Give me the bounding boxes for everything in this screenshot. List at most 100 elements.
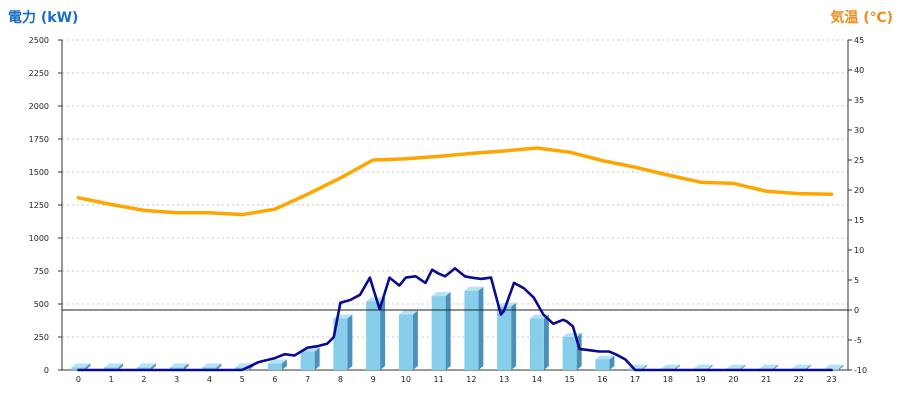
power-line xyxy=(77,267,833,372)
power-bar-side xyxy=(674,364,680,370)
power-bar xyxy=(104,363,124,370)
power-bar-side xyxy=(347,314,353,370)
power-bar-front xyxy=(202,367,217,370)
right-tick-label: 45 xyxy=(854,36,864,45)
power-bar-top xyxy=(660,364,680,369)
left-tick-label: 1750 xyxy=(29,135,49,144)
power-bar xyxy=(366,297,386,370)
left-tick-label: 250 xyxy=(34,333,49,342)
power-bar-side xyxy=(642,364,648,370)
x-tick-label: 5 xyxy=(240,375,245,384)
power-bar-side xyxy=(773,364,779,370)
power-bar-top xyxy=(398,310,418,315)
left-axis-title: 電力 (kW) xyxy=(8,9,78,26)
x-tick-label: 0 xyxy=(76,375,81,384)
x-tick-label: 7 xyxy=(305,375,310,384)
x-tick-label: 2 xyxy=(141,375,146,384)
right-tick-label: 10 xyxy=(854,246,864,255)
x-tick-label: 18 xyxy=(663,375,673,384)
temperature-line xyxy=(76,146,834,217)
left-tick-label: 2000 xyxy=(29,102,49,111)
power-bar xyxy=(529,314,549,370)
power-bar xyxy=(398,310,418,370)
x-tick-label: 13 xyxy=(499,375,509,384)
x-tick-label: 10 xyxy=(401,375,411,384)
power-bar-front xyxy=(431,296,446,370)
power-bar-front xyxy=(136,367,151,370)
left-tick-label: 1000 xyxy=(29,234,49,243)
gridlines xyxy=(62,39,848,371)
x-tick-label: 17 xyxy=(630,375,640,384)
left-tick-label: 1500 xyxy=(29,168,49,177)
power-bar-side xyxy=(838,364,844,370)
left-tick-label: 2500 xyxy=(29,36,49,45)
power-bar-front xyxy=(529,318,544,370)
power-bar-front xyxy=(464,290,479,370)
power-bar-front xyxy=(398,314,413,370)
power-bar-side xyxy=(609,355,615,370)
right-axis-title: 気温 (℃) xyxy=(830,9,893,26)
left-tick-label: 1250 xyxy=(29,201,49,210)
power-bar-front xyxy=(595,359,610,370)
power-bar xyxy=(71,363,91,370)
left-tick-label: 2250 xyxy=(29,69,49,78)
power-bar-top xyxy=(71,363,91,368)
power-bar-top xyxy=(202,363,222,368)
power-bar xyxy=(169,363,189,370)
power-bar xyxy=(202,363,222,370)
power-bar-top xyxy=(693,364,713,369)
power-bar-side xyxy=(543,314,549,370)
power-bar-top xyxy=(791,364,811,369)
right-tick-labels: -10 -5 0 5 10 15 20 25 30 35 40 45 xyxy=(848,36,867,375)
power-bar-top xyxy=(104,363,124,368)
power-bar-side xyxy=(281,359,287,370)
x-tick-label: 4 xyxy=(207,375,212,384)
right-tick-label: 20 xyxy=(854,186,864,195)
power-bar-top xyxy=(595,355,615,360)
power-bar-front xyxy=(267,363,282,370)
power-bar-top xyxy=(759,364,779,369)
right-tick-label: -5 xyxy=(854,336,862,345)
power-bar-side xyxy=(478,286,484,370)
x-tick-label: 9 xyxy=(371,375,376,384)
power-bar-front xyxy=(366,301,381,370)
power-bar-top xyxy=(169,363,189,368)
power-bars xyxy=(71,286,844,370)
left-tick-label: 750 xyxy=(34,267,49,276)
power-bar xyxy=(497,302,517,370)
power-bar-top xyxy=(136,363,156,368)
x-tick-labels: 0 1 2 3 4 5 6 7 8 9 10 11 12 13 14 15 16 17 18 19 20 21 22 23 xyxy=(76,375,837,384)
x-tick-label: 20 xyxy=(728,375,738,384)
x-tick-label: 12 xyxy=(466,375,476,384)
left-tick-label: 500 xyxy=(34,300,49,309)
power-bar-side xyxy=(412,310,418,370)
power-bar-side xyxy=(805,364,811,370)
power-bar-side xyxy=(707,364,713,370)
axes xyxy=(61,40,849,371)
right-tick-label: 30 xyxy=(854,126,864,135)
power-bar-side xyxy=(183,363,189,370)
x-tick-label: 14 xyxy=(532,375,542,384)
x-tick-label: 22 xyxy=(794,375,804,384)
power-bar-front xyxy=(169,367,184,370)
right-tick-label: 5 xyxy=(854,276,859,285)
power-bar-side xyxy=(445,292,451,370)
power-bar-side xyxy=(216,363,222,370)
x-tick-label: 23 xyxy=(827,375,837,384)
power-bar-side xyxy=(511,302,517,370)
power-bar-side xyxy=(118,363,124,370)
power-bar-side xyxy=(85,363,91,370)
power-series xyxy=(77,267,833,372)
power-bar xyxy=(431,292,451,370)
x-tick-label: 1 xyxy=(109,375,114,384)
power-bar-top xyxy=(431,292,451,297)
power-bar-front xyxy=(562,337,577,370)
power-bar-top xyxy=(824,364,844,369)
power-bar xyxy=(267,359,287,370)
x-tick-label: 15 xyxy=(565,375,575,384)
power-bar-front xyxy=(104,367,119,370)
x-tick-label: 19 xyxy=(696,375,706,384)
power-bar xyxy=(595,355,615,370)
left-tick-labels: 0 250 500 750 1000 1250 1500 1750 2000 2250 2500 xyxy=(29,36,62,375)
